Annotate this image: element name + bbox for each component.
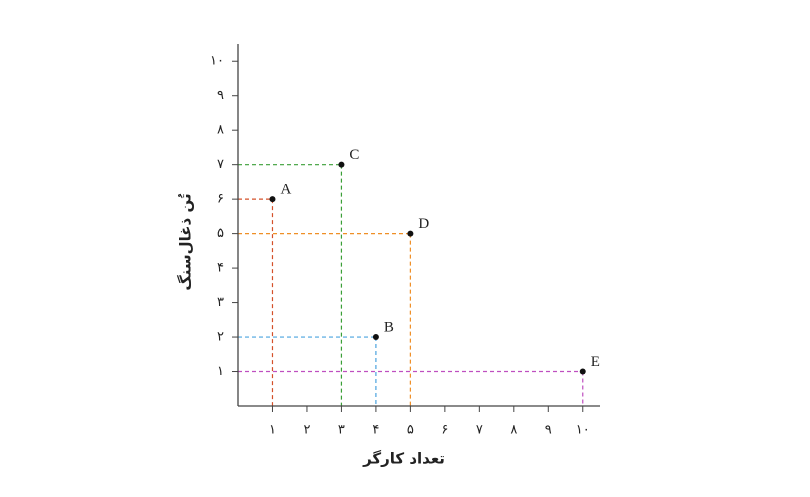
y-tick-label: ۵ — [217, 226, 224, 241]
y-tick-label: ۶ — [217, 192, 224, 207]
y-tick-label: ۳ — [217, 295, 224, 310]
x-tick-label: ۳ — [338, 423, 345, 438]
point-label: A — [280, 182, 291, 198]
x-tick-label: ۶ — [441, 423, 448, 438]
x-tick-label: ۷ — [476, 423, 483, 438]
point-label: D — [418, 216, 429, 232]
y-tick-label: ۱۰ — [210, 54, 224, 69]
x-tick-label: ۱ — [269, 423, 276, 438]
point — [338, 161, 345, 168]
point — [269, 196, 276, 203]
point-label: B — [384, 319, 394, 335]
x-tick-label: ۵ — [407, 423, 414, 438]
y-tick-label: ۹ — [217, 88, 224, 103]
point-label: C — [349, 147, 359, 163]
y-tick-label: ۴ — [217, 261, 224, 276]
y-tick-label: ۷ — [217, 157, 224, 172]
x-tick-label: ۴ — [372, 423, 379, 438]
x-tick-label: ۸ — [510, 423, 517, 438]
point — [407, 230, 414, 237]
point-label: E — [591, 354, 600, 370]
y-tick-label: ۲ — [217, 330, 224, 345]
point — [579, 368, 586, 375]
y-axis-label: تُن ذغال‌سنگ — [177, 193, 195, 290]
x-tick-label: ۲ — [303, 423, 310, 438]
x-tick-label: ۱۰ — [576, 423, 590, 438]
x-axis-label: تعداد کارگر — [362, 450, 445, 468]
point — [372, 334, 379, 341]
y-tick-label: ۱ — [217, 364, 224, 379]
x-tick-label: ۹ — [545, 423, 552, 438]
y-tick-label: ۸ — [217, 123, 224, 138]
